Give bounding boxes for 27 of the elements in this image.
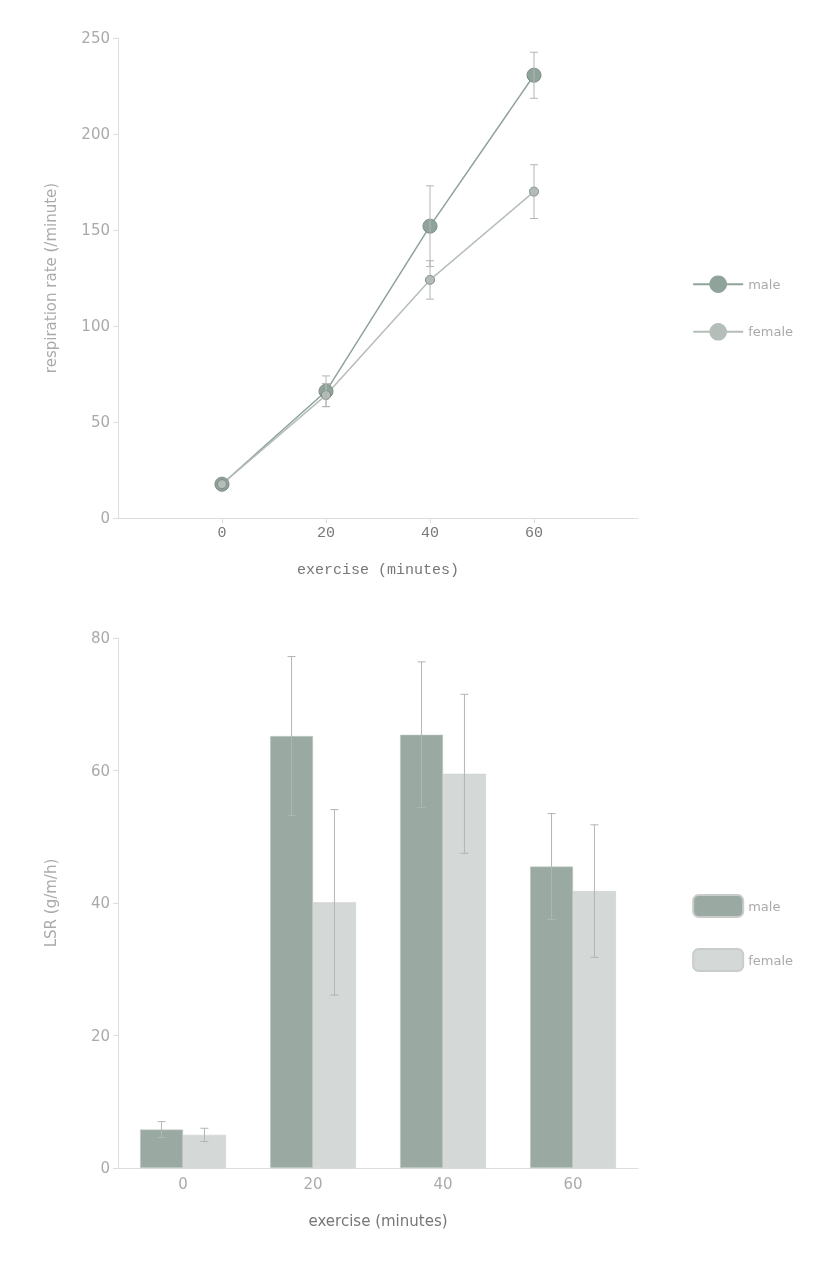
y-tick-label: 100 (81, 317, 110, 335)
y-tick-label: 80 (90, 629, 110, 647)
y-tick-label: 150 (81, 221, 110, 239)
y-axis-title: respiration rate (/minute) (41, 182, 60, 374)
x-tick-label: 40 (420, 525, 440, 542)
y-tick-label: 60 (90, 761, 110, 780)
x-tick-label: 40 (433, 1174, 453, 1193)
y-tick-label: 250 (81, 29, 110, 47)
y-tick-label: 0 (100, 509, 110, 527)
x-tick-label: 0 (217, 525, 227, 542)
x-axis-title: exercise (minutes) (308, 1211, 448, 1230)
x-tick-label: 0 (178, 1174, 188, 1193)
legend-label: female (748, 324, 794, 340)
x-tick-label: 20 (303, 1174, 323, 1193)
legend-label: female (748, 952, 794, 968)
y-tick-label: 0 (100, 1159, 110, 1177)
x-axis-title: exercise (minutes) (296, 562, 460, 579)
y-tick-label: 50 (90, 413, 110, 431)
legend-label: male (748, 898, 781, 914)
x-tick-label: 20 (316, 525, 336, 542)
legend-label: male (748, 276, 781, 292)
x-tick-label: 60 (524, 525, 544, 542)
y-tick-label: 40 (90, 894, 110, 912)
y-tick-label: 200 (81, 125, 110, 143)
x-tick-label: 60 (563, 1174, 583, 1193)
y-tick-label: 20 (90, 1026, 110, 1045)
y-axis-title: LSR (g/m/h) (41, 858, 60, 948)
